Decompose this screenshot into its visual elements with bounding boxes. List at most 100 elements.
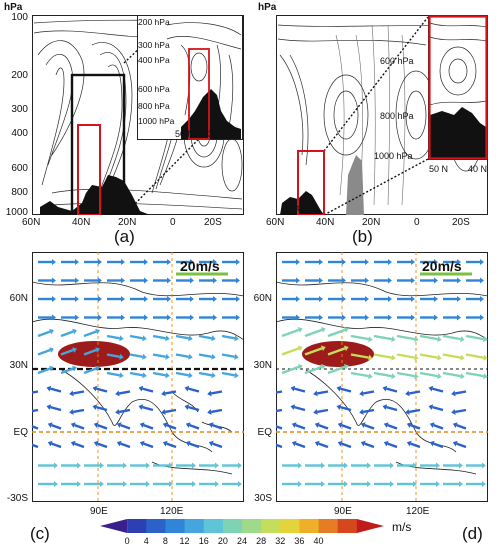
wind-vector [96, 405, 108, 412]
wind-vector [276, 390, 283, 394]
wind-vector [340, 405, 352, 412]
wind-vector [166, 442, 177, 449]
wind-vector-head [459, 481, 463, 487]
wind-vector-head [344, 462, 348, 469]
panel-a-inset-200: 200 hPa [138, 17, 170, 27]
wind-vector [120, 423, 131, 430]
wind-vector-head [139, 422, 145, 428]
panel-b-inset-600: 600 hPa [380, 56, 414, 66]
wind-vector [32, 443, 39, 449]
wind-vector-head [70, 422, 76, 428]
wind-vector [364, 442, 375, 449]
wind-vector-head [298, 481, 302, 487]
panel-a-inset-lat-50n: 50 N [175, 129, 195, 139]
wind-vector [327, 365, 346, 375]
wind-vector-head [319, 259, 323, 265]
panel-a-inset-lat-30n: 30 N [208, 129, 228, 139]
wind-vector [318, 442, 329, 449]
wind-vector-head [213, 296, 217, 302]
wind-vector [454, 390, 467, 395]
wind-vector [362, 390, 375, 395]
wind-vector-head [47, 422, 53, 428]
wind-vector [37, 367, 51, 375]
wind-vector-head [95, 365, 100, 372]
wind-vector-head [161, 408, 166, 415]
wind-vector-head [480, 296, 484, 302]
wind-vector [152, 353, 167, 358]
wind-vector [396, 371, 415, 378]
wind-vector [166, 423, 177, 430]
panel-c-wind-map [32, 252, 244, 502]
wind-vector [316, 390, 329, 395]
wind-vector-head [483, 336, 488, 343]
wind-vector [83, 348, 97, 356]
panel-a-unit-label: hPa [4, 2, 23, 13]
wind-vector [188, 387, 200, 393]
wind-vector-head [313, 408, 318, 415]
panel-c-ytick-60n: 60N [9, 293, 28, 304]
wind-vector-head [388, 314, 392, 321]
wind-vector [350, 353, 369, 359]
wind-vector-head [47, 440, 53, 447]
wind-vector-head [52, 314, 56, 321]
wind-vector-head [75, 314, 79, 321]
wind-vector-head [121, 277, 125, 284]
wind-vector-head [434, 296, 438, 302]
colorbar-tick-label: 32 [275, 536, 286, 546]
wind-vector-head [115, 408, 120, 415]
wind-vector [442, 334, 461, 341]
wind-vector-head [296, 296, 300, 302]
wind-vector-head [297, 364, 303, 370]
wind-vector-head [460, 373, 465, 380]
wind-vector [32, 408, 39, 413]
wind-vector-head [405, 390, 410, 397]
wind-vector-head [298, 462, 302, 469]
wind-vector-head [480, 259, 484, 265]
colorbar-segment [100, 519, 128, 533]
wind-vector [83, 330, 97, 338]
wind-vector [386, 405, 398, 412]
colorbar-tick-label: 12 [179, 536, 190, 546]
wind-vector-head [480, 314, 484, 321]
wind-vector [143, 442, 154, 449]
wind-vector-head [167, 296, 171, 302]
wind-vector-head [208, 422, 214, 428]
panel-b-inset-lat-40n: 40 N [468, 164, 488, 174]
panel-a-inset-600: 600 hPa [138, 84, 170, 94]
wind-vector [433, 423, 444, 430]
wind-vector-head [437, 354, 442, 361]
wind-vector [373, 371, 392, 378]
wind-vector-head [238, 462, 242, 469]
wind-vector-head [190, 314, 194, 321]
wind-vector [164, 390, 177, 395]
wind-vector [188, 405, 200, 412]
colorbar-segment [318, 519, 339, 533]
wind-vector-head [391, 373, 396, 380]
wind-vector-head [70, 440, 76, 447]
wind-vector [32, 425, 39, 430]
wind-vector [465, 371, 484, 378]
colorbar-segment [165, 519, 186, 533]
wind-vector [373, 353, 392, 359]
wind-vector-head [167, 314, 171, 321]
wind-vector-head [100, 481, 104, 487]
wind-vector [350, 371, 369, 378]
wind-vector-head [52, 296, 56, 302]
wind-vector [129, 334, 144, 340]
wind-vector-head [98, 314, 102, 321]
wind-vector-head [162, 422, 168, 428]
wind-vector-head [234, 372, 239, 379]
wind-vector [408, 408, 421, 414]
wind-vector-head [406, 422, 412, 428]
wind-vector [294, 387, 306, 393]
panel-c-ytick-30n: 30N [9, 360, 28, 371]
colorbar-tick-label: 28 [256, 536, 267, 546]
wind-vector [97, 423, 108, 430]
wind-vector-head [121, 259, 125, 265]
wind-vector [96, 387, 108, 393]
wind-vector-head [72, 365, 77, 372]
wind-vector [465, 334, 484, 341]
wind-vector [456, 442, 467, 449]
wind-vector-head [123, 481, 127, 487]
wind-vector-head [92, 404, 98, 411]
